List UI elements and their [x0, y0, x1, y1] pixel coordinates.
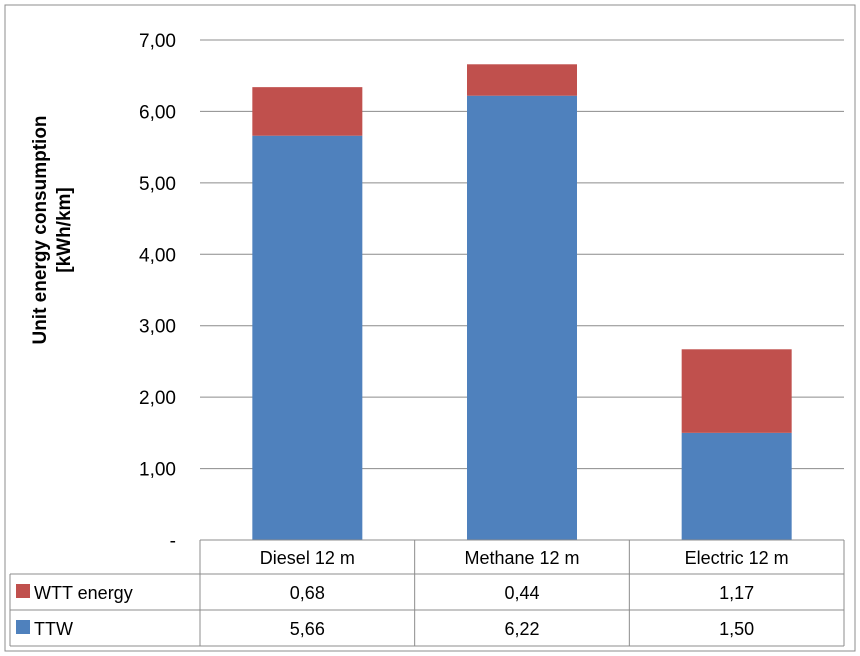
y-tick-label: -	[170, 531, 176, 552]
table-value: 5,66	[290, 619, 325, 639]
y-tick-labels: - 1,00 2,00 3,00 4,00 5,00 6,00 7,00	[139, 31, 176, 552]
y-tick-label: 5,00	[139, 174, 176, 195]
y-tick-label: 1,00	[139, 460, 176, 481]
legend-swatch	[16, 584, 30, 598]
bar-segment	[467, 95, 577, 540]
table-value: 6,22	[504, 619, 539, 639]
table-value: 1,17	[719, 583, 754, 603]
legend-label: TTW	[34, 619, 73, 639]
x-category-label: Electric 12 m	[685, 548, 789, 568]
table-value: 0,68	[290, 583, 325, 603]
bar-segment	[252, 135, 363, 540]
table-value: 1,50	[719, 619, 754, 639]
y-tick-label: 4,00	[139, 245, 176, 266]
data-table: Diesel 12 m Methane 12 m Electric 12 m WTT …	[9, 539, 845, 647]
legend-swatch	[16, 620, 30, 634]
y-tick-label: 7,00	[139, 31, 176, 52]
x-category-label: Methane 12 m	[464, 548, 579, 568]
y-tick-label: 2,00	[139, 388, 176, 409]
legend-label: WTT energy	[34, 583, 133, 603]
y-axis-label: Unit energy consumption [kWh/km]	[30, 115, 75, 344]
bars	[252, 64, 792, 540]
bar-segment	[252, 87, 363, 136]
chart-border	[4, 4, 856, 652]
y-tick-label: 6,00	[139, 102, 176, 123]
y-axis-label-line-2: [kWh/km]	[54, 187, 75, 273]
y-tick-label: 3,00	[139, 317, 176, 338]
x-category-label: Diesel 12 m	[260, 548, 355, 568]
bar-segment	[467, 64, 577, 96]
table-value: 0,44	[504, 583, 539, 603]
y-axis-label-line-1: Unit energy consumption	[30, 115, 51, 344]
bar-segment	[681, 349, 792, 433]
bar-segment	[681, 432, 792, 540]
